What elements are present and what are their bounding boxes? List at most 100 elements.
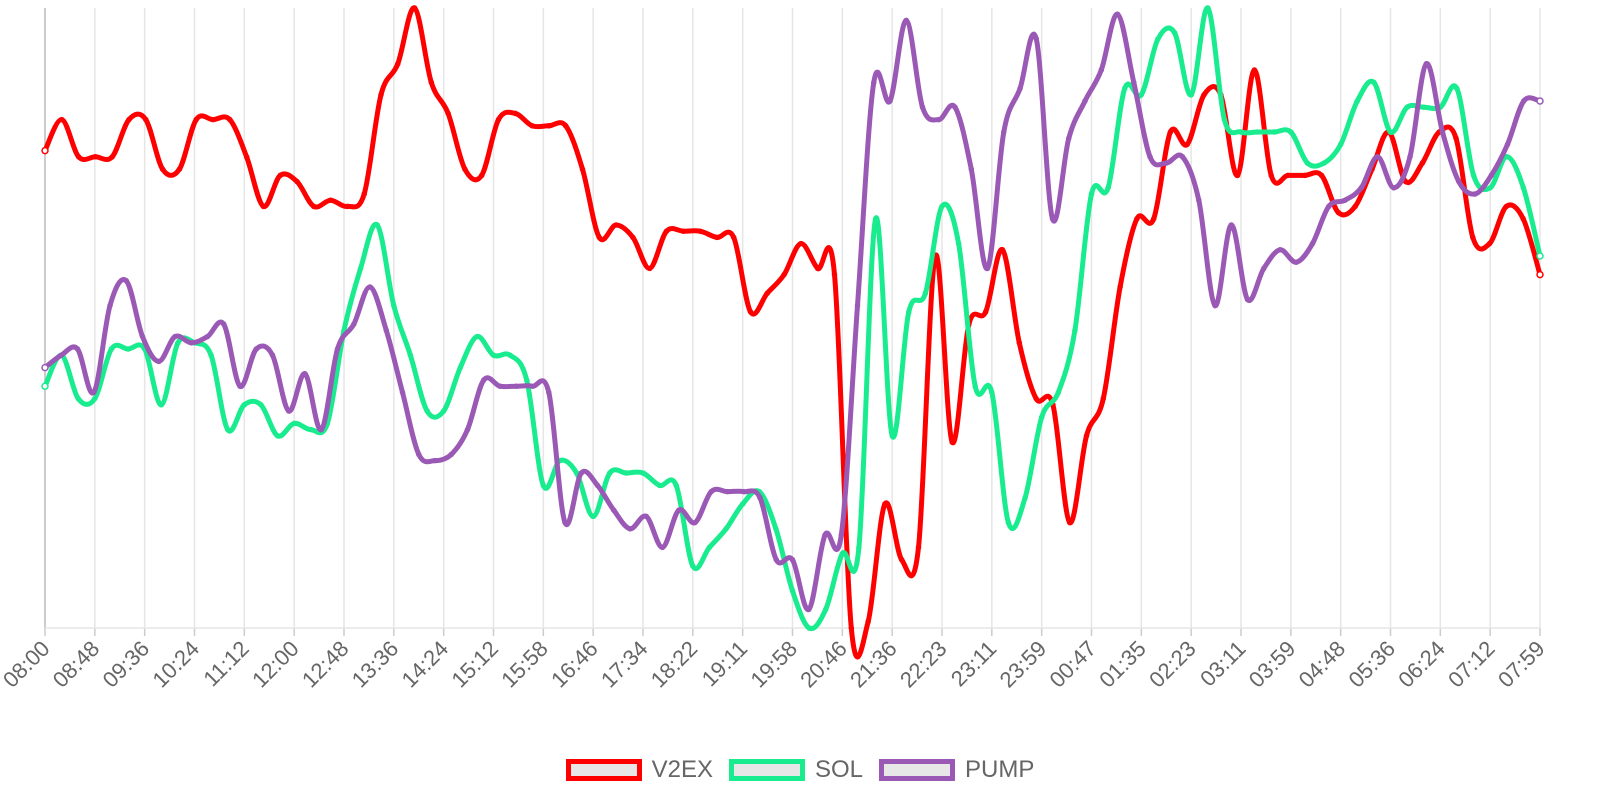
- data-point-v2ex[interactable]: [730, 234, 737, 241]
- data-point-sol[interactable]: [1536, 252, 1544, 260]
- data-point-v2ex[interactable]: [428, 79, 435, 86]
- data-point-v2ex[interactable]: [1536, 270, 1544, 279]
- data-point-sol[interactable]: [75, 395, 81, 402]
- data-point-v2ex[interactable]: [478, 172, 485, 179]
- data-point-sol[interactable]: [1454, 85, 1460, 92]
- data-point-sol[interactable]: [1155, 36, 1161, 42]
- data-point-pump[interactable]: [822, 532, 828, 538]
- data-point-v2ex[interactable]: [663, 228, 670, 234]
- data-point-v2ex[interactable]: [1352, 203, 1358, 210]
- data-point-pump[interactable]: [367, 284, 373, 290]
- data-point-pump[interactable]: [1407, 154, 1413, 160]
- data-point-pump[interactable]: [286, 408, 292, 414]
- data-point-pump[interactable]: [643, 513, 650, 520]
- data-point-pump[interactable]: [627, 526, 633, 532]
- data-point-pump[interactable]: [984, 265, 991, 272]
- data-point-sol[interactable]: [523, 377, 530, 383]
- data-point-v2ex[interactable]: [126, 116, 132, 123]
- data-point-sol[interactable]: [1205, 5, 1211, 11]
- data-point-sol[interactable]: [1188, 92, 1194, 98]
- data-point-sol[interactable]: [125, 346, 131, 352]
- data-point-v2ex[interactable]: [277, 172, 283, 179]
- data-point-pump[interactable]: [1293, 259, 1300, 265]
- data-point-sol[interactable]: [1337, 141, 1344, 148]
- data-point-sol[interactable]: [1371, 79, 1377, 86]
- data-point-v2ex[interactable]: [646, 265, 653, 272]
- data-point-sol[interactable]: [507, 352, 513, 358]
- data-point-pump[interactable]: [676, 507, 682, 513]
- data-point-v2ex[interactable]: [865, 619, 871, 625]
- data-point-sol[interactable]: [640, 470, 646, 476]
- data-point-sol[interactable]: [1072, 327, 1078, 334]
- data-point-pump[interactable]: [1439, 129, 1446, 135]
- data-point-pump[interactable]: [968, 166, 975, 172]
- data-point-sol[interactable]: [1271, 129, 1277, 135]
- data-point-pump[interactable]: [302, 371, 308, 377]
- data-point-v2ex[interactable]: [462, 166, 468, 172]
- data-point-v2ex[interactable]: [311, 203, 317, 210]
- data-point-v2ex[interactable]: [294, 178, 300, 185]
- data-point-pump[interactable]: [58, 352, 65, 358]
- data-point-pump[interactable]: [1244, 296, 1251, 303]
- data-point-v2ex[interactable]: [596, 234, 603, 241]
- data-point-sol[interactable]: [623, 470, 630, 476]
- legend-item-v2ex[interactable]: V2EX: [565, 756, 713, 784]
- data-point-v2ex[interactable]: [1470, 234, 1476, 241]
- data-point-v2ex[interactable]: [1251, 67, 1258, 73]
- data-point-pump[interactable]: [789, 557, 796, 563]
- data-point-sol[interactable]: [1038, 414, 1045, 420]
- data-point-pump[interactable]: [659, 544, 666, 551]
- data-point-v2ex[interactable]: [882, 501, 888, 507]
- data-point-pump[interactable]: [513, 383, 520, 389]
- data-point-sol[interactable]: [1254, 129, 1261, 135]
- data-point-sol[interactable]: [1504, 154, 1510, 160]
- data-point-sol[interactable]: [440, 408, 447, 414]
- data-point-sol[interactable]: [673, 482, 679, 489]
- data-point-sol[interactable]: [391, 302, 397, 309]
- data-point-sol[interactable]: [424, 408, 430, 414]
- data-point-sol[interactable]: [357, 265, 364, 272]
- data-point-v2ex[interactable]: [1486, 240, 1493, 247]
- data-point-v2ex[interactable]: [747, 309, 754, 315]
- data-point-v2ex[interactable]: [1117, 284, 1123, 290]
- data-point-pump[interactable]: [854, 302, 861, 309]
- data-point-v2ex[interactable]: [814, 265, 821, 272]
- data-point-sol[interactable]: [41, 382, 49, 390]
- data-point-sol[interactable]: [789, 588, 796, 594]
- data-point-sol[interactable]: [374, 222, 380, 228]
- data-point-v2ex[interactable]: [378, 92, 384, 98]
- data-point-pump[interactable]: [1017, 85, 1023, 92]
- data-point-sol[interactable]: [1088, 191, 1095, 197]
- data-point-sol[interactable]: [723, 526, 729, 532]
- data-point-v2ex[interactable]: [1268, 172, 1274, 179]
- data-point-pump[interactable]: [903, 17, 910, 24]
- data-point-sol[interactable]: [158, 402, 165, 408]
- data-point-pump[interactable]: [952, 104, 958, 110]
- data-point-v2ex[interactable]: [1033, 395, 1039, 402]
- data-point-sol[interactable]: [839, 550, 846, 557]
- data-point-v2ex[interactable]: [898, 557, 905, 563]
- data-point-v2ex[interactable]: [781, 271, 787, 278]
- data-point-v2ex[interactable]: [798, 240, 804, 247]
- data-point-v2ex[interactable]: [227, 116, 233, 123]
- data-point-sol[interactable]: [856, 544, 862, 551]
- data-point-sol[interactable]: [922, 290, 929, 296]
- data-point-pump[interactable]: [221, 321, 227, 327]
- data-point-pump[interactable]: [1504, 141, 1511, 148]
- data-point-v2ex[interactable]: [1419, 160, 1426, 166]
- data-point-pump[interactable]: [887, 98, 893, 104]
- data-point-v2ex[interactable]: [344, 203, 351, 210]
- data-point-pump[interactable]: [481, 377, 487, 383]
- data-point-v2ex[interactable]: [159, 166, 166, 172]
- data-point-v2ex[interactable]: [949, 439, 955, 445]
- data-point-pump[interactable]: [74, 346, 81, 352]
- data-point-pump[interactable]: [1391, 185, 1397, 191]
- data-point-pump[interactable]: [1277, 247, 1283, 253]
- data-point-v2ex[interactable]: [243, 154, 250, 160]
- data-point-v2ex[interactable]: [395, 61, 401, 67]
- data-point-sol[interactable]: [1487, 185, 1493, 191]
- data-point-pump[interactable]: [1212, 302, 1218, 309]
- data-point-pump[interactable]: [1163, 160, 1170, 166]
- data-point-pump[interactable]: [318, 426, 325, 433]
- data-point-v2ex[interactable]: [361, 191, 367, 197]
